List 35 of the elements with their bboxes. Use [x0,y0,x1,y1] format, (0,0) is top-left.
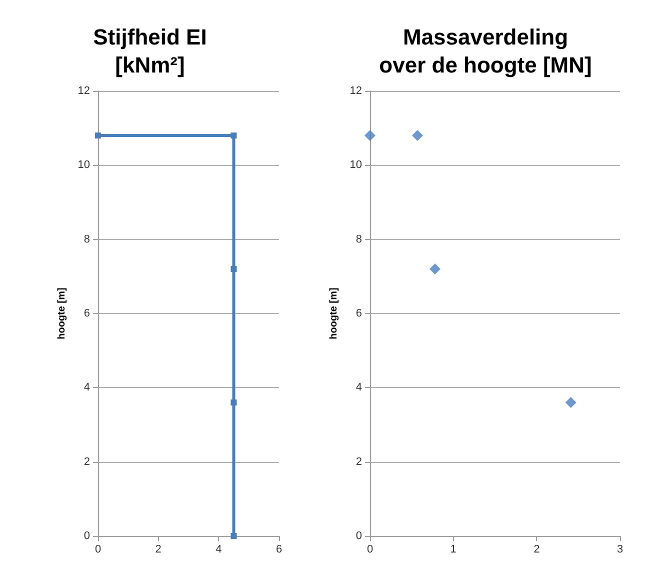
y-tick-label: 2 [356,456,362,468]
y-axis-title: hoogte [m] [328,288,340,340]
y-tick-label: 2 [84,456,90,468]
point [230,533,237,539]
y-tick-label: 8 [356,233,362,246]
y-tick-label: 12 [78,85,90,97]
y-tick-label: 10 [350,159,362,172]
y-tick-label: 4 [356,382,362,394]
point [230,266,237,272]
y-tick-label: 6 [84,308,90,320]
chart-title: Massaverdeling over de hoogte [MN] [379,24,592,78]
point [565,397,576,408]
point [412,130,423,141]
x-tick-label: 2 [155,544,162,556]
x-tick-label: 3 [616,544,624,556]
x-tick-label: 0 [94,544,102,556]
y-axis-title: hoogte [m] [56,288,68,340]
chart-title: Stijfheid EI [kNm²] [93,24,207,78]
y-tick-label: 12 [350,85,362,97]
y-tick-label: 4 [84,382,90,394]
y-tick-label: 0 [356,530,362,542]
point [230,400,237,406]
point [230,132,237,138]
x-tick-label: 0 [366,544,374,556]
y-tick-label: 10 [78,159,90,172]
y-tick-label: 0 [84,530,90,542]
x-tick-label: 2 [534,544,540,556]
point [430,264,440,274]
x-tick-label: 1 [450,544,456,556]
point [95,132,101,138]
y-tick-label: 8 [84,233,90,246]
point [364,130,376,141]
y-tick-label: 6 [356,308,362,320]
x-tick-label: 4 [216,544,222,556]
x-tick-label: 6 [276,544,282,556]
